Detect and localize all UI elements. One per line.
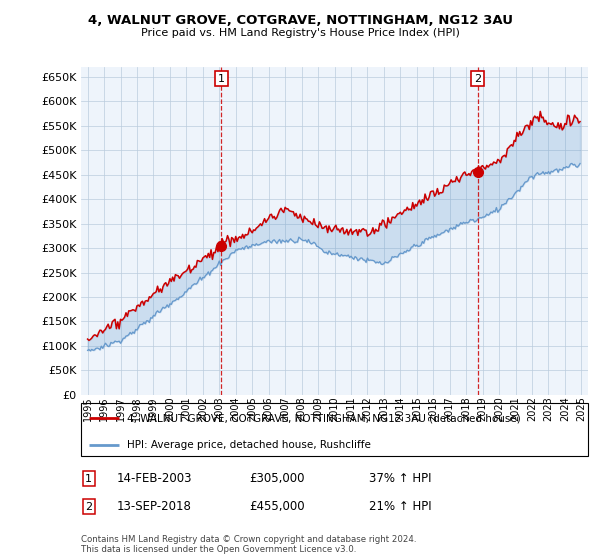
Text: 13-SEP-2018: 13-SEP-2018 xyxy=(117,500,192,514)
Text: 21% ↑ HPI: 21% ↑ HPI xyxy=(369,500,431,514)
Text: Price paid vs. HM Land Registry's House Price Index (HPI): Price paid vs. HM Land Registry's House … xyxy=(140,28,460,38)
Text: 14-FEB-2003: 14-FEB-2003 xyxy=(117,472,193,486)
Text: 4, WALNUT GROVE, COTGRAVE, NOTTINGHAM, NG12 3AU (detached house): 4, WALNUT GROVE, COTGRAVE, NOTTINGHAM, N… xyxy=(127,413,520,423)
Text: HPI: Average price, detached house, Rushcliffe: HPI: Average price, detached house, Rush… xyxy=(127,440,371,450)
Text: 4, WALNUT GROVE, COTGRAVE, NOTTINGHAM, NG12 3AU: 4, WALNUT GROVE, COTGRAVE, NOTTINGHAM, N… xyxy=(88,14,512,27)
Text: 1: 1 xyxy=(218,74,225,83)
Text: 37% ↑ HPI: 37% ↑ HPI xyxy=(369,472,431,486)
Text: £305,000: £305,000 xyxy=(249,472,305,486)
Text: 2: 2 xyxy=(85,502,92,512)
Text: £455,000: £455,000 xyxy=(249,500,305,514)
Text: 1: 1 xyxy=(85,474,92,484)
Text: Contains HM Land Registry data © Crown copyright and database right 2024.
This d: Contains HM Land Registry data © Crown c… xyxy=(81,535,416,554)
Text: 2: 2 xyxy=(474,74,481,83)
